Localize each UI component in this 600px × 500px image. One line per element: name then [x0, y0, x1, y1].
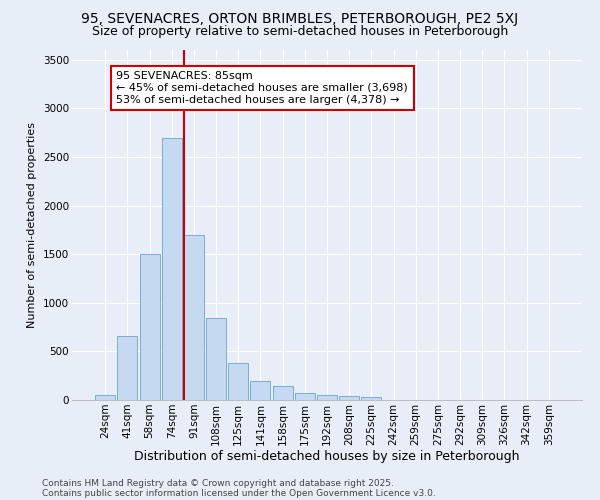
Bar [140, 254, 160, 400]
X-axis label: Distribution of semi-detached houses by size in Peterborough: Distribution of semi-detached houses by … [134, 450, 520, 464]
Bar [184, 234, 204, 400]
Bar [228, 363, 248, 400]
Bar [162, 138, 182, 400]
Bar [95, 395, 115, 400]
Bar [250, 380, 271, 400]
Bar [272, 386, 293, 400]
Y-axis label: Number of semi-detached properties: Number of semi-detached properties [28, 122, 37, 328]
Bar [295, 393, 315, 400]
Text: Size of property relative to semi-detached houses in Peterborough: Size of property relative to semi-detach… [92, 25, 508, 38]
Bar [206, 318, 226, 400]
Text: 95 SEVENACRES: 85sqm
← 45% of semi-detached houses are smaller (3,698)
53% of se: 95 SEVENACRES: 85sqm ← 45% of semi-detac… [116, 72, 408, 104]
Bar [361, 397, 382, 400]
Text: Contains public sector information licensed under the Open Government Licence v3: Contains public sector information licen… [42, 488, 436, 498]
Text: 95, SEVENACRES, ORTON BRIMBLES, PETERBOROUGH, PE2 5XJ: 95, SEVENACRES, ORTON BRIMBLES, PETERBOR… [82, 12, 518, 26]
Text: Contains HM Land Registry data © Crown copyright and database right 2025.: Contains HM Land Registry data © Crown c… [42, 478, 394, 488]
Bar [339, 396, 359, 400]
Bar [317, 395, 337, 400]
Bar [118, 336, 137, 400]
